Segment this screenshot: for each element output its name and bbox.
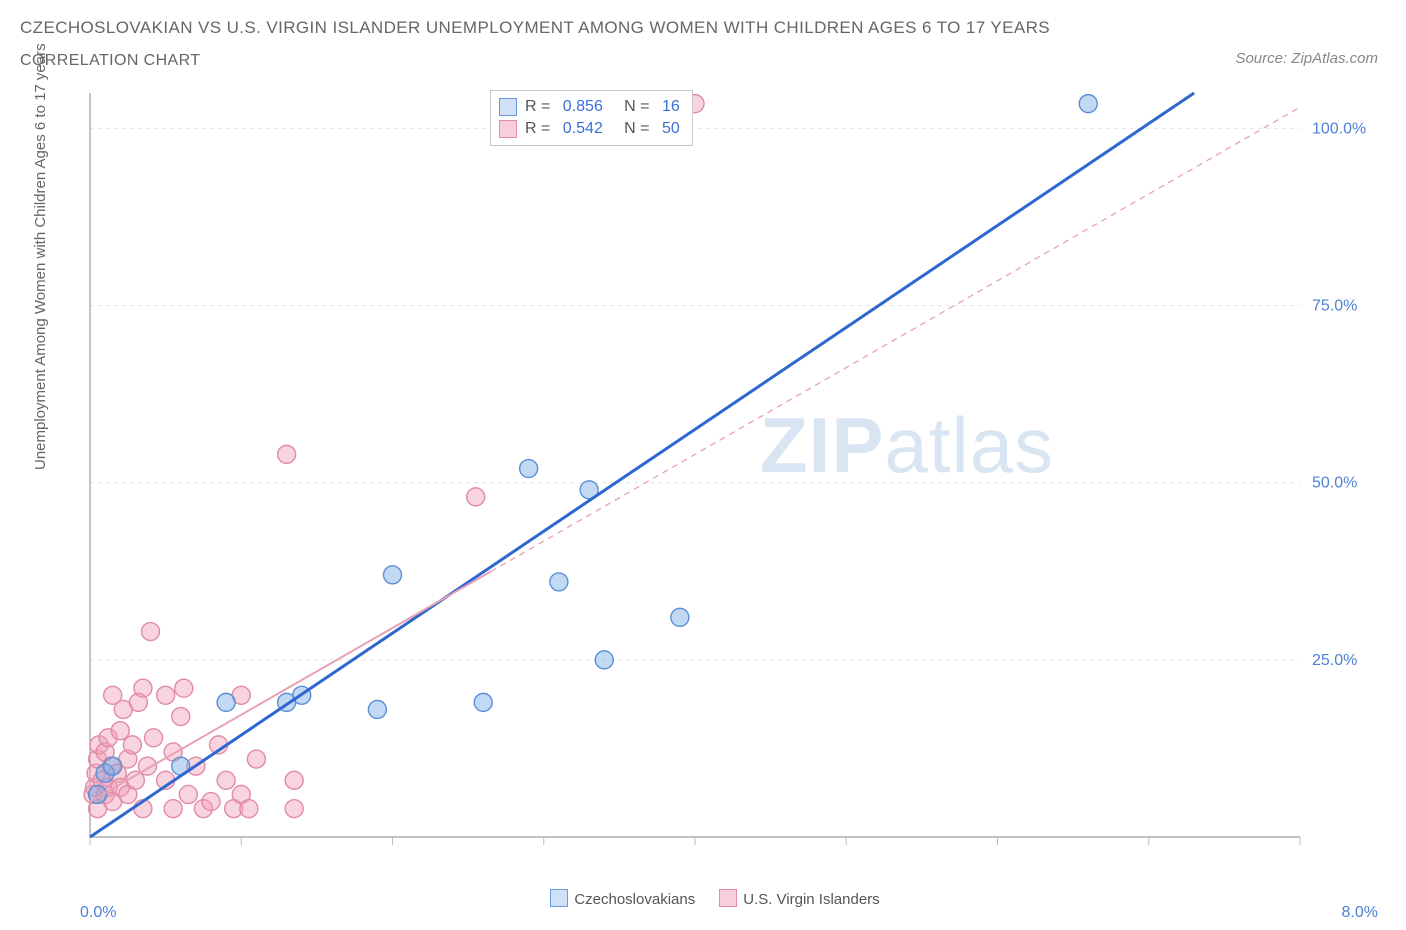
x-axis-max-label: 8.0% xyxy=(1342,904,1378,922)
legend-swatch xyxy=(499,98,517,116)
series-swatch xyxy=(719,889,737,907)
source-label: Source: ZipAtlas.com xyxy=(1235,50,1378,67)
series-legend: Czechoslovakians U.S. Virgin Islanders xyxy=(0,889,1406,908)
legend-n-label: N = xyxy=(611,96,654,118)
svg-text:100.0%: 100.0% xyxy=(1312,120,1366,137)
legend-n-value: 16 xyxy=(662,96,680,118)
correlation-legend: R = 0.856 N = 16R = 0.542 N = 50 xyxy=(490,90,693,146)
series-label: U.S. Virgin Islanders xyxy=(743,891,879,908)
legend-swatch xyxy=(499,120,517,138)
svg-text:50.0%: 50.0% xyxy=(1312,475,1357,492)
chart-container: CZECHOSLOVAKIAN VS U.S. VIRGIN ISLANDER … xyxy=(0,0,1406,930)
series-label: Czechoslovakians xyxy=(574,891,695,908)
scatter-plot: 25.0% 50.0% 75.0% 100.0% xyxy=(80,85,1370,865)
legend-n-label: N = xyxy=(611,118,654,140)
legend-r-label: R = xyxy=(525,118,555,140)
legend-r-value: 0.542 xyxy=(563,118,603,140)
x-axis-min-label: 0.0% xyxy=(80,904,116,922)
y-axis-label: Unemployment Among Women with Children A… xyxy=(32,43,49,470)
legend-r-label: R = xyxy=(525,96,555,118)
svg-text:75.0%: 75.0% xyxy=(1312,298,1357,315)
legend-stat-row: R = 0.542 N = 50 xyxy=(499,118,680,140)
svg-text:25.0%: 25.0% xyxy=(1312,652,1357,669)
series-swatch xyxy=(550,889,568,907)
legend-r-value: 0.856 xyxy=(563,96,603,118)
legend-stat-row: R = 0.856 N = 16 xyxy=(499,96,680,118)
legend-n-value: 50 xyxy=(662,118,680,140)
chart-title: CZECHOSLOVAKIAN VS U.S. VIRGIN ISLANDER … xyxy=(20,18,1050,38)
